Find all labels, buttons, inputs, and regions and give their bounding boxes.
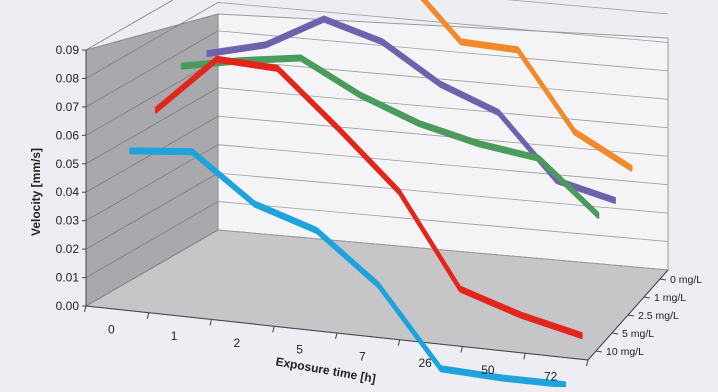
x-tick-mark: [397, 339, 401, 346]
data-point: [277, 67, 279, 69]
data-point: [300, 57, 302, 59]
data-point: [502, 377, 504, 379]
data-point: [574, 131, 576, 133]
side-gridline: [85, 0, 174, 51]
depth-tick-mark: [611, 332, 619, 335]
series-label: 5 mg/L: [622, 328, 654, 340]
y-tick-label: 0.00: [56, 299, 80, 313]
data-point: [381, 41, 383, 43]
side-gridline: [85, 30, 219, 108]
y-tick-label: 0.09: [56, 43, 80, 57]
tick-labels: 0.00 0.01 0.02 0.03 0.04 0.05 0.06 0.07 0.08 0.09…: [56, 43, 703, 384]
data-point: [556, 180, 558, 182]
data-point: [520, 314, 522, 316]
data-point: [478, 143, 480, 145]
data-point: [155, 109, 157, 111]
depth-tick-mark: [595, 350, 603, 353]
x-tick-label: 72: [544, 370, 558, 384]
x-tick-label: 7: [359, 349, 366, 363]
y-tick-label: 0.01: [56, 271, 80, 285]
x-tick-label: 5: [296, 343, 303, 357]
side-gridline: [85, 229, 219, 307]
axes: [82, 49, 669, 367]
data-point: [597, 214, 599, 216]
back-gridline: [217, 87, 669, 129]
side-gridline: [85, 58, 219, 136]
depth-tick-mark: [643, 296, 651, 299]
data-point: [316, 229, 318, 231]
data-point: [206, 53, 209, 55]
data-point: [181, 65, 183, 67]
data-point: [359, 94, 361, 96]
depth-tick-mark: [659, 278, 667, 281]
y-tick-label: 0.02: [56, 242, 80, 256]
series-layer: [129, 0, 633, 389]
side-gridline: [85, 201, 219, 278]
x-tick-mark: [523, 353, 526, 360]
x-tick-mark: [209, 319, 212, 326]
back-gridline: [217, 201, 669, 242]
back-gridline: [217, 144, 669, 186]
series-label: 10 mg/L: [606, 346, 644, 358]
data-point: [191, 151, 193, 153]
x-tick-mark: [272, 326, 275, 333]
data-point: [538, 157, 540, 159]
data-point: [378, 284, 380, 286]
y-tick-label: 0.07: [56, 100, 80, 114]
data-point: [216, 58, 218, 60]
y-axis-title: Velocity [mm/s]: [29, 148, 43, 236]
x-tick-mark: [84, 305, 87, 313]
x-tick-mark: [335, 332, 338, 340]
y-tick-label: 0.05: [56, 157, 80, 171]
data-point: [398, 191, 400, 193]
series-ribbon: [180, 54, 600, 219]
series-ribbon: [206, 15, 616, 204]
back-gridline: [505, 0, 669, 15]
data-point: [564, 384, 566, 386]
back-gridline: [217, 30, 669, 72]
data-point: [581, 335, 583, 337]
data-point: [459, 288, 461, 290]
y-tick-label: 0.08: [56, 71, 80, 85]
back-gridline: [217, 115, 669, 157]
series-label: 0 mg/L: [670, 274, 702, 286]
data-point: [614, 199, 616, 201]
series-ribbon: [155, 55, 583, 340]
data-point: [253, 203, 255, 205]
series-label: 2.5 mg/L: [638, 310, 679, 322]
data-point: [129, 150, 131, 152]
x-tick-label: 26: [418, 356, 432, 370]
x-tick-label: 50: [481, 363, 495, 377]
data-point: [439, 83, 441, 85]
x-tick-label: 1: [171, 329, 178, 343]
back-wall: [217, 13, 669, 271]
data-point: [419, 123, 421, 125]
depth-tick-mark: [627, 314, 635, 317]
data-point: [265, 44, 267, 46]
x-tick-label: 2: [234, 336, 241, 350]
side-gridline: [85, 87, 219, 165]
x-tick-mark: [146, 312, 150, 319]
data-point: [440, 368, 442, 370]
data-point: [517, 49, 519, 51]
side-gridline: [85, 172, 219, 250]
side-gridline: [85, 2, 219, 79]
back-gridline: [217, 58, 669, 100]
data-point: [630, 167, 633, 169]
series-label: 1 mg/L: [654, 292, 686, 304]
y-tick-label: 0.03: [56, 214, 80, 228]
y-tick-label: 0.06: [56, 128, 80, 142]
x-tick-mark: [460, 346, 463, 353]
back-gridline: [217, 229, 669, 271]
data-point: [460, 41, 462, 43]
data-point: [337, 128, 339, 130]
data-point: [323, 18, 325, 20]
x-tick-label: 0: [108, 322, 115, 336]
data-point: [497, 111, 500, 114]
series-ribbon: [420, 0, 633, 172]
x-tick-mark: [586, 359, 589, 367]
y-tick-label: 0.04: [56, 185, 80, 199]
